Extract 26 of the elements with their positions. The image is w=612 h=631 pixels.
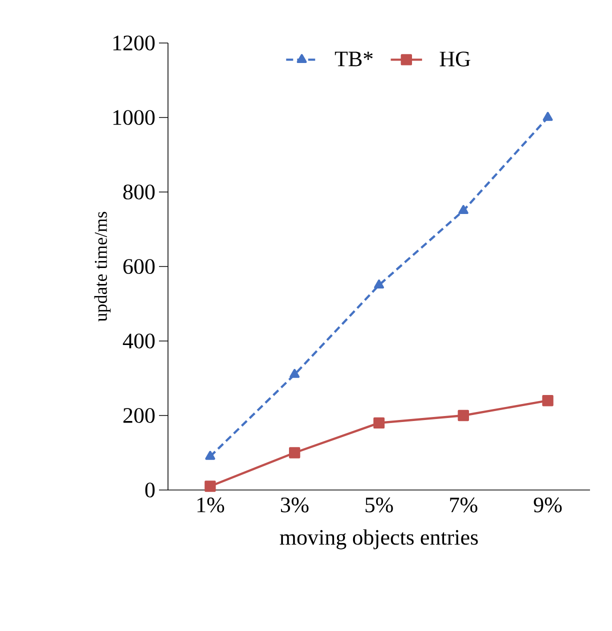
y-tick-label: 1000 <box>113 110 155 125</box>
x-tick-label: 3% <box>280 498 309 512</box>
point <box>458 205 468 214</box>
y-axis-title: update time/ms <box>94 212 111 322</box>
point <box>288 447 300 458</box>
y-tick-label: 200 <box>123 408 155 423</box>
x-axis-title: moving objects entries <box>280 529 478 550</box>
x-tick-label: 5% <box>366 498 393 512</box>
legend-label: TB* <box>334 52 373 66</box>
y-tick-label: 400 <box>122 334 155 348</box>
point <box>374 280 384 288</box>
y-tick-label: 600 <box>123 259 155 274</box>
point <box>204 480 216 492</box>
point <box>542 112 553 121</box>
point <box>373 417 385 429</box>
point <box>205 450 216 460</box>
x-tick-label: 9% <box>534 498 562 512</box>
legend-label: HG <box>440 52 470 66</box>
point <box>458 410 469 422</box>
y-tick-label: 0 <box>145 482 155 498</box>
y-tick-label: 800 <box>123 184 155 200</box>
x-tick-label: 7% <box>450 498 478 512</box>
y-tick-label: 1200 <box>113 36 155 50</box>
point <box>542 394 554 406</box>
x-tick-label: 1% <box>197 498 224 512</box>
point <box>290 368 300 378</box>
